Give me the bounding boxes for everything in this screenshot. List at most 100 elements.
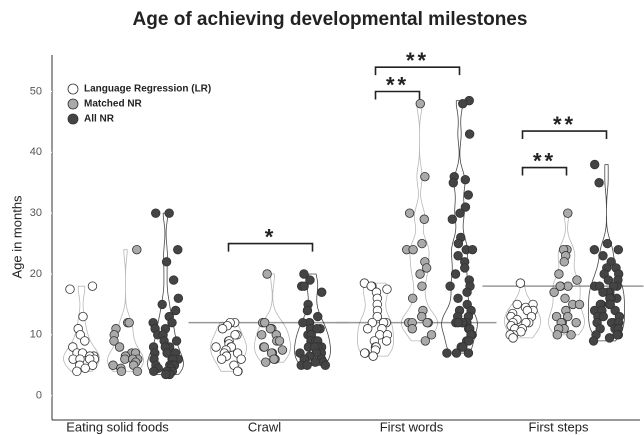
data-point xyxy=(563,208,573,218)
data-point xyxy=(563,311,573,322)
data-point xyxy=(442,348,452,358)
data-point xyxy=(460,263,470,273)
legend-swatch xyxy=(67,98,79,110)
data-point xyxy=(572,275,582,285)
data-point xyxy=(299,281,309,291)
data-point xyxy=(594,178,604,188)
data-point xyxy=(381,336,392,346)
data-point xyxy=(109,336,119,346)
data-point xyxy=(313,311,323,322)
data-point xyxy=(447,214,458,224)
significance-label: ** xyxy=(386,72,409,97)
data-point xyxy=(463,190,474,200)
data-point xyxy=(463,348,474,358)
x-tick-label: First steps xyxy=(529,419,589,434)
data-point xyxy=(549,287,559,297)
data-point xyxy=(589,159,600,170)
legend-label: All NR xyxy=(84,114,115,125)
data-point xyxy=(451,348,462,358)
data-point xyxy=(149,366,159,377)
significance-label: ** xyxy=(533,148,556,173)
data-point xyxy=(450,269,461,279)
data-point xyxy=(426,330,437,340)
data-point xyxy=(170,305,181,316)
data-point xyxy=(108,360,118,370)
data-point xyxy=(604,333,615,343)
data-point xyxy=(382,284,392,294)
violin xyxy=(210,322,247,372)
data-point xyxy=(455,208,465,218)
significance-label: * xyxy=(265,224,277,249)
y-tick-label: 10 xyxy=(30,329,42,341)
chart-title: Age of achieving developmental milestone… xyxy=(133,9,528,30)
data-point xyxy=(420,171,430,182)
data-point xyxy=(116,366,127,377)
data-point xyxy=(448,178,459,188)
data-point xyxy=(173,244,183,255)
data-point xyxy=(458,342,468,352)
y-tick-label: 40 xyxy=(30,146,42,158)
data-point xyxy=(417,281,427,291)
data-point xyxy=(298,317,308,328)
data-point xyxy=(362,324,373,334)
significance-bracket xyxy=(374,66,461,76)
data-point xyxy=(560,293,570,304)
data-point xyxy=(574,299,585,310)
data-point xyxy=(265,324,276,334)
data-point xyxy=(420,336,431,346)
significance-bracket xyxy=(374,90,421,100)
data-point xyxy=(603,275,614,285)
data-point xyxy=(417,238,427,249)
data-point xyxy=(217,324,228,334)
x-tick-label: First words xyxy=(380,419,444,434)
data-point xyxy=(78,311,88,322)
data-point xyxy=(260,317,270,328)
significance-bracket xyxy=(227,242,314,252)
data-point xyxy=(515,278,526,288)
data-point xyxy=(65,284,75,294)
legend-label: Language Regression (LR) xyxy=(84,84,211,95)
data-point xyxy=(419,214,429,224)
data-point xyxy=(171,336,182,346)
data-point xyxy=(422,317,432,328)
data-point xyxy=(408,244,418,255)
y-axis-label: Age in months xyxy=(9,195,24,279)
data-point xyxy=(87,281,98,291)
data-point xyxy=(366,281,376,291)
data-point xyxy=(80,363,90,373)
data-point xyxy=(453,317,464,328)
data-point xyxy=(259,342,270,352)
data-point xyxy=(602,238,613,249)
data-point xyxy=(124,317,134,328)
data-point xyxy=(302,305,313,316)
data-point xyxy=(598,311,608,322)
violin xyxy=(401,103,438,342)
data-point xyxy=(316,287,327,297)
data-point xyxy=(460,175,471,185)
data-point xyxy=(554,269,564,279)
data-point xyxy=(464,336,474,346)
data-point xyxy=(274,336,285,346)
significance-label: ** xyxy=(553,112,576,137)
data-point xyxy=(168,275,179,285)
data-point xyxy=(167,317,177,328)
data-point xyxy=(299,269,309,279)
data-point xyxy=(261,357,271,367)
legend-label: Matched NR xyxy=(84,99,143,110)
data-point xyxy=(114,342,125,352)
data-point xyxy=(589,244,600,255)
data-point xyxy=(407,293,418,304)
y-tick-label: 30 xyxy=(30,207,42,219)
significance-label: ** xyxy=(406,48,429,73)
data-point xyxy=(312,324,322,334)
x-tick-label: Crawl xyxy=(248,419,281,434)
data-point xyxy=(555,281,565,291)
data-point xyxy=(161,369,171,380)
data-point xyxy=(458,98,468,109)
y-tick-label: 50 xyxy=(30,85,42,97)
y-tick-label: 0 xyxy=(36,390,42,402)
data-point xyxy=(262,269,272,279)
data-point xyxy=(277,345,288,355)
y-tick-label: 20 xyxy=(30,268,42,280)
